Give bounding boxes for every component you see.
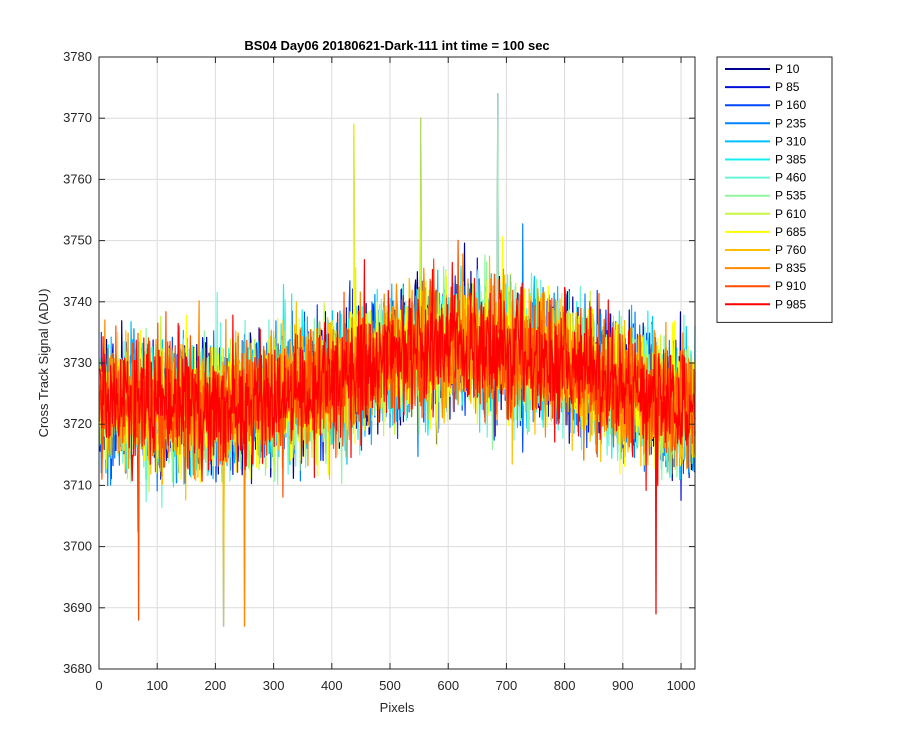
y-tick-label: 3760 [63,171,92,186]
y-tick-label: 3740 [63,294,92,309]
x-tick-label: 400 [321,678,343,693]
series-lines [98,93,696,627]
legend-entry-label: P 835 [775,261,806,275]
legend: P 10 P 85 P 160 P 235 P 310 P 385 P 460 P 535 P … [716,56,833,323]
legend-entry-label: P 985 [775,297,806,311]
legend-entry-label: P 910 [775,279,806,293]
legend-entry-label: P 610 [775,207,806,221]
x-tick-label: 800 [554,678,576,693]
y-tick-label: 3780 [63,49,92,64]
x-tick-label: 200 [205,678,227,693]
x-tick-label: 100 [146,678,168,693]
legend-entry-label: P 535 [775,189,806,203]
series-line-p-985 [99,259,696,615]
legend-entry-label: P 460 [775,171,806,185]
legend-entry-label: P 10 [775,62,800,76]
y-tick-label: 3730 [63,355,92,370]
legend-entry-label: P 310 [775,134,806,148]
legend-entry-label: P 160 [775,98,806,112]
y-tick-label: 3700 [63,539,92,554]
x-axis-label: Pixels [380,700,415,715]
y-axis-label: Cross Track Signal (ADU) [36,289,51,438]
x-tick-label: 700 [496,678,518,693]
x-tick-label: 600 [437,678,459,693]
legend-entry-label: P 760 [775,243,806,257]
x-tick-label: 300 [263,678,285,693]
legend-entry-label: P 85 [775,80,800,94]
x-tick-label: 1000 [667,678,696,693]
x-tick-label: 500 [379,678,401,693]
legend-entry-label: P 685 [775,225,806,239]
y-tick-label: 3750 [63,233,92,248]
x-tick-label: 900 [612,678,634,693]
y-tick-label: 3710 [63,477,92,492]
x-tick-label: 0 [95,678,102,693]
legend-entry-label: P 385 [775,153,806,167]
axis-ticks: 0 100 200 300 400 500 600 700 800 900 1000 3680 3690… [63,49,695,693]
chart-title: BS04 Day06 20180621-Dark-111 int time = … [244,38,549,53]
y-tick-label: 3770 [63,110,92,125]
y-tick-label: 3720 [63,416,92,431]
y-tick-label: 3680 [63,661,92,676]
legend-box [716,56,833,323]
legend-entry-label: P 235 [775,116,806,130]
y-tick-label: 3690 [63,600,92,615]
